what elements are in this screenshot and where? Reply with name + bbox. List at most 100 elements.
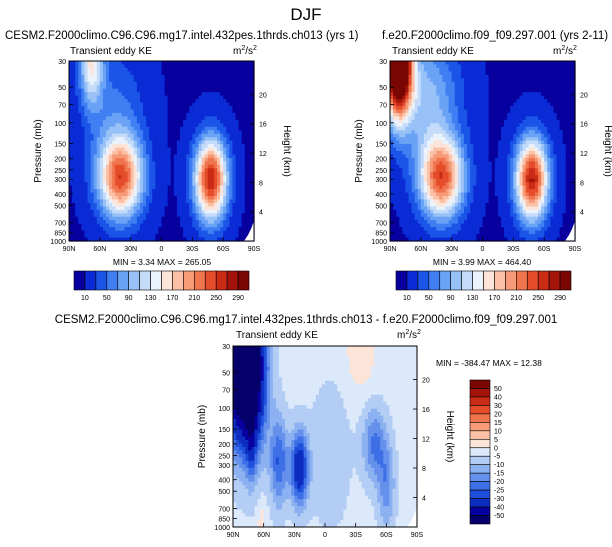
field-cell [229,144,234,149]
field-cell [423,61,428,66]
field-cell [124,168,129,173]
field-cell [519,137,524,142]
field-cell [161,223,166,228]
field-cell [149,137,153,142]
field-cell [226,130,230,135]
field-cell [538,81,542,86]
field-cell [430,71,434,76]
field-cell [213,71,218,76]
field-cell [433,116,437,121]
field-cell [402,151,407,156]
field-cell [183,61,187,66]
field-cell [464,99,468,104]
field-cell [207,61,212,66]
field-cell [454,95,459,100]
field-cell [84,147,89,152]
field-cell [423,161,428,166]
field-cell [226,151,230,156]
field-cell [106,64,110,69]
field-cell [223,102,227,107]
field-cell [99,112,104,117]
field-cell [405,74,410,79]
field-cell [170,209,175,214]
field-cell [550,95,555,100]
field-cell [247,223,252,228]
field-cell [204,137,209,142]
field-cell [550,116,555,121]
field-cell [136,227,141,232]
field-cell [238,81,243,86]
field-cell [102,116,107,121]
field-cell [559,151,564,156]
field-cell [106,154,110,159]
field-cell [75,154,79,159]
field-cell [87,147,92,152]
field-cell [207,192,212,197]
field-cell [241,147,246,152]
field-cell [235,196,240,201]
field-cell [115,147,119,152]
field-cell [550,92,555,97]
field-cell [75,216,79,221]
field-cell [516,137,521,142]
field-cell [559,64,564,69]
field-cell [442,151,447,156]
field-cell [229,237,234,242]
field-cell [414,109,419,114]
field-cell [488,71,493,76]
field-cell [207,182,212,187]
field-cell [528,151,533,156]
field-cell [213,227,218,232]
field-cell [525,92,530,97]
field-cell [226,67,230,72]
field-cell [571,112,576,117]
field-cell [167,237,172,242]
field-cell [109,206,113,211]
field-cell [571,99,576,104]
field-cell [504,64,508,69]
field-cell [112,116,116,121]
field-cell [127,106,132,111]
field-cell [454,99,459,104]
field-cell [525,126,530,131]
field-cell [244,216,249,221]
field-cell [402,88,407,93]
field-cell [180,147,184,152]
field-cell [201,85,206,90]
field-cell [81,178,86,183]
field-cell [75,175,79,180]
field-cell [510,109,514,114]
field-cell [198,116,203,121]
field-cell [513,157,518,162]
field-cell [399,78,403,83]
field-cell [201,171,206,176]
field-cell [121,126,126,131]
field-cell [109,237,113,242]
field-cell [186,106,190,111]
field-cell [414,61,419,66]
field-cell [519,151,524,156]
field-cell [528,137,533,142]
field-cell [430,85,434,90]
field-cell [507,78,511,83]
field-cell [220,99,224,104]
field-cell [158,168,163,173]
field-cell [121,213,126,218]
field-cell [501,112,505,117]
field-cell [87,133,92,138]
field-cell [491,67,496,72]
field-cell [176,123,181,128]
field-cell [139,154,144,159]
field-cell [152,185,156,190]
field-cell [109,126,113,131]
field-cell [99,99,104,104]
stats-label: MIN = 3.34 MAX = 265.05 [113,257,212,267]
field-cell [541,95,545,100]
field-cell [238,61,243,66]
field-cell [427,78,431,83]
field-cell [183,216,187,221]
field-cell [183,151,187,156]
field-cell [96,185,101,190]
field-cell [553,95,558,100]
field-cell [112,161,116,166]
